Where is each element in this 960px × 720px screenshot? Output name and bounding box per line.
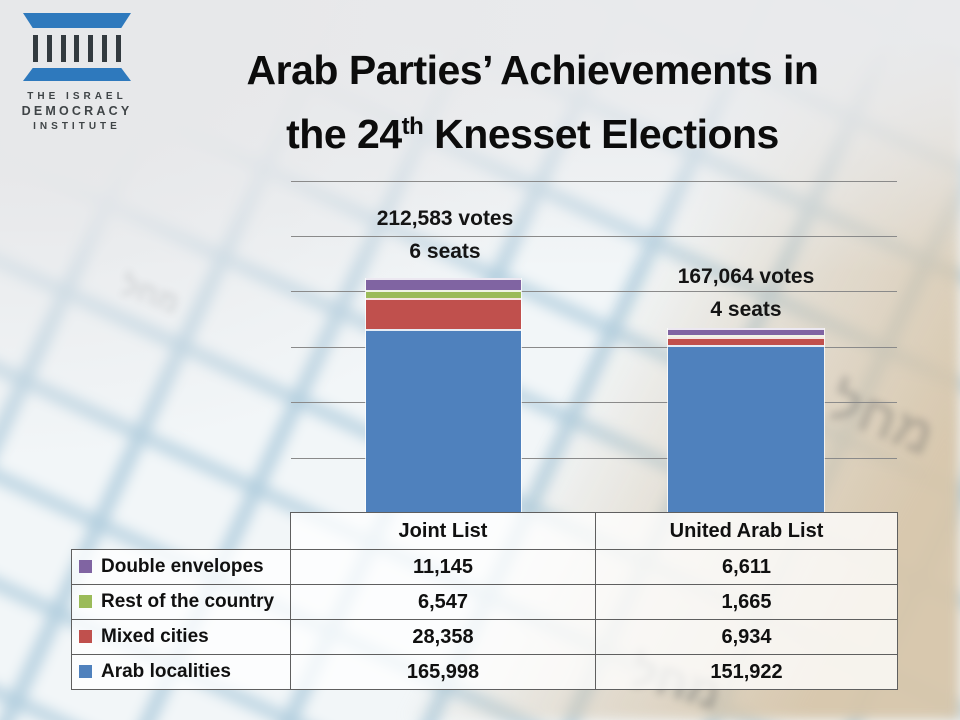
bar-united-arab-list: [667, 327, 825, 513]
joint-list-votes-label: 212,583 votes: [376, 207, 514, 230]
gridline: [291, 291, 897, 293]
table-row: Double envelopes 11,145 6,611: [71, 549, 898, 585]
legend-swatch-icon: [79, 560, 92, 573]
gridline: [291, 402, 897, 404]
segment-rest-of-the-country: [668, 335, 824, 337]
slide-title: Arab Parties’ Achievements in the 24th K…: [145, 39, 920, 166]
table-row: Mixed cities 28,358 6,934: [71, 619, 898, 655]
idi-logo: THE ISRAEL DEMOCRACY INSTITUTE: [18, 13, 136, 133]
joint-list-seats-label: 6 seats: [409, 240, 481, 263]
columns-icon: [23, 13, 131, 81]
gridline: [291, 180, 897, 182]
segment-mixed-cities: [366, 297, 521, 330]
value-cell: 6,934: [595, 619, 898, 655]
value-cell: 151,922: [595, 654, 898, 690]
title-line-1: Arab Parties’ Achievements in: [246, 47, 819, 94]
value-cell: 28,358: [290, 619, 596, 655]
title-line-2-post: Knesset Elections: [423, 111, 779, 158]
column-capital-top: [23, 13, 131, 28]
logo-line-1: THE ISRAEL: [27, 91, 127, 102]
table-row: Rest of the country 6,547 1,665: [71, 584, 898, 620]
gridline: [291, 346, 897, 348]
table-corner-cell: [72, 513, 291, 550]
column-header-joint-list: Joint List: [290, 512, 596, 550]
idi-logo-text: THE ISRAEL DEMOCRACY INSTITUTE: [18, 90, 136, 133]
united-arab-list-seats-label: 4 seats: [710, 298, 782, 321]
logo-line-3: INSTITUTE: [33, 120, 121, 132]
value-cell: 6,611: [595, 549, 898, 585]
united-arab-list-votes-label: 167,064 votes: [677, 265, 815, 288]
value-cell: 11,145: [290, 549, 596, 585]
bar-joint-list: [365, 278, 522, 513]
legend-cell-rest-of-the-country: Rest of the country: [71, 584, 291, 620]
table-header-row: Joint List United Arab List: [72, 512, 898, 550]
legend-swatch-icon: [79, 665, 92, 678]
gridline: [291, 457, 897, 459]
results-table: Joint List United Arab List Double envelop…: [71, 512, 898, 690]
legend-cell-double-envelopes: Double envelopes: [71, 549, 291, 585]
legend-cell-mixed-cities: Mixed cities: [71, 619, 291, 655]
value-cell: 165,998: [290, 654, 596, 690]
title-superscript: th: [401, 113, 424, 141]
column-capital-bottom: [23, 68, 131, 81]
segment-double-envelopes: [366, 278, 521, 291]
segment-arab-localities: [668, 344, 824, 513]
gridline: [291, 236, 897, 237]
segment-arab-localities: [366, 329, 521, 513]
value-cell: 6,547: [290, 584, 596, 620]
column-bars: [33, 35, 121, 62]
title-line-2-pre: the 24: [286, 111, 402, 158]
segment-mixed-cities: [668, 336, 824, 345]
table-row: Arab localities 165,998 151,922: [71, 654, 898, 690]
segment-double-envelopes: [668, 327, 824, 336]
legend-cell-arab-localities: Arab localities: [71, 654, 291, 690]
logo-line-2: DEMOCRACY: [21, 104, 133, 119]
value-cell: 1,665: [595, 584, 898, 620]
segment-rest-of-the-country: [366, 290, 521, 298]
legend-swatch-icon: [79, 595, 92, 608]
legend-swatch-icon: [79, 630, 92, 643]
column-header-united-arab-list: United Arab List: [595, 512, 898, 550]
